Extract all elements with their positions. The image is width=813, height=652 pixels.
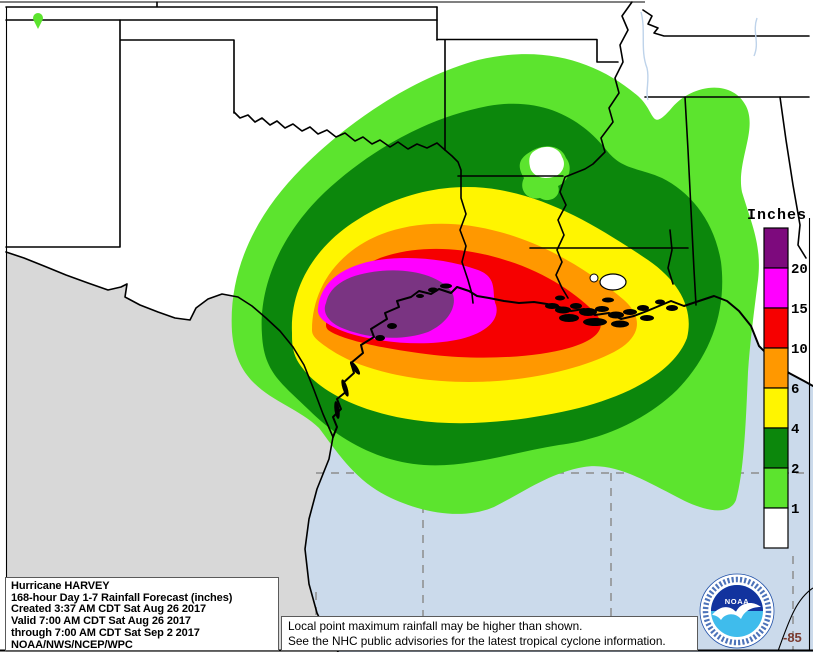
created-time: Created 3:37 AM CDT Sat Aug 26 2017 <box>11 603 206 616</box>
note-box: Local point maximum rainfall may be high… <box>281 616 698 651</box>
note-line-2: See the NHC public advisories for the la… <box>288 634 666 648</box>
rain-speck <box>33 13 43 29</box>
border-tx-panhandle <box>5 19 235 248</box>
rainfall-contours <box>231 54 759 514</box>
border-tx-la-sabine <box>459 175 474 304</box>
border-al-ga <box>779 96 807 259</box>
lake-pontchartrain <box>599 273 627 291</box>
legend-label-6: 6 <box>791 382 799 398</box>
rain-pocket-white <box>529 146 564 178</box>
legend-swatch-15-20 <box>763 267 789 309</box>
border-ks <box>5 1 438 8</box>
title-box: Hurricane HARVEY 168-hour Day 1-7 Rainfa… <box>5 577 279 651</box>
legend-label-10: 10 <box>791 342 808 358</box>
border-ms-al <box>684 96 697 306</box>
longitude-label: -85 <box>783 630 802 645</box>
noaa-logo: NOAA <box>699 573 775 649</box>
coastlines <box>5 11 813 652</box>
agency: NOAA/NWS/NCEP/WPC <box>11 638 133 651</box>
rio-grande-border <box>5 251 334 438</box>
border-la-ms-south <box>529 229 689 285</box>
legend-swatch-10-15 <box>763 307 789 349</box>
legend-swatch-20plus <box>763 227 789 269</box>
legend-label-15: 15 <box>791 302 808 318</box>
legend-label-1: 1 <box>791 502 799 518</box>
legend-title: Inches <box>747 207 807 224</box>
tennessee-river <box>640 11 649 101</box>
legend-label-2: 2 <box>791 462 799 478</box>
noaa-logo-label: NOAA <box>725 597 749 606</box>
river-faint-2 <box>753 17 758 57</box>
noaa-logo-gull <box>712 602 761 620</box>
legend-swatch-2-4 <box>763 427 789 469</box>
coastal-marsh <box>334 283 678 419</box>
storm-name: Hurricane HARVEY <box>11 580 110 592</box>
legend-label-20: 20 <box>791 262 808 278</box>
legend-label-4: 4 <box>791 422 799 438</box>
lake-maurepas <box>589 273 599 283</box>
legend-swatch-under-1 <box>763 507 789 549</box>
forecast-type: 168-hour Day 1-7 Rainfall Forecast (inch… <box>11 591 233 604</box>
border-ky-tn <box>642 9 810 37</box>
legend-swatch-4-6 <box>763 387 789 429</box>
legend-swatch-1-2 <box>763 467 789 509</box>
legend-swatch-6-10 <box>763 347 789 389</box>
legend: Inches 20 15 10 6 4 2 1 <box>747 207 808 549</box>
note-line-1: Local point maximum rainfall may be high… <box>288 619 583 633</box>
through-time: through 7:00 AM CDT Sat Sep 2 2017 <box>11 626 200 639</box>
border-red-river <box>233 111 446 151</box>
border-tx-ar-corner <box>444 149 462 177</box>
border-mississippi-river <box>555 1 633 299</box>
texas-louisiana-coastline <box>332 286 813 438</box>
valid-time: Valid 7:00 AM CDT Sat Aug 26 2017 <box>11 615 191 628</box>
rain-20in-contour <box>324 270 454 338</box>
border-mo-south-bootheel <box>436 38 619 63</box>
noaa-logo-text-ring <box>702 576 772 646</box>
florida-coastline <box>777 587 813 652</box>
